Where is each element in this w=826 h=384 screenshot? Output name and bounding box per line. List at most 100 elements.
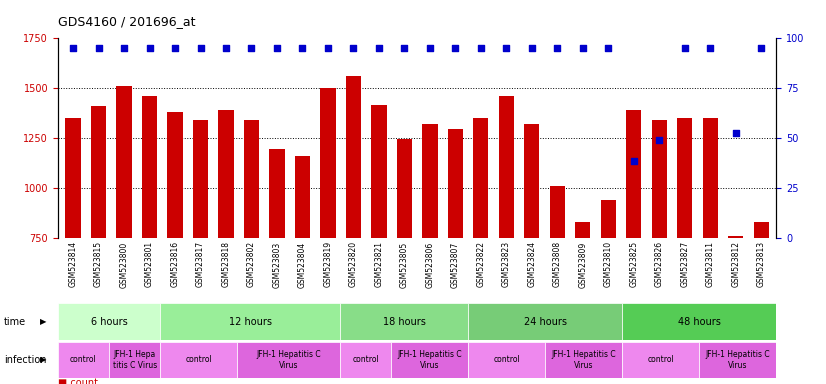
Text: GSM523826: GSM523826 [655,242,664,288]
Point [117,45,131,51]
Text: GSM523814: GSM523814 [69,242,78,288]
Point [474,45,487,51]
Text: GSM523819: GSM523819 [324,242,332,288]
Text: GSM523815: GSM523815 [94,242,103,288]
Text: control: control [186,356,212,364]
Text: 12 hours: 12 hours [229,316,272,327]
Text: JFH-1 Hepa
titis C Virus: JFH-1 Hepa titis C Virus [112,350,157,370]
Text: GSM523803: GSM523803 [273,242,282,288]
Text: GSM523827: GSM523827 [680,242,689,288]
Bar [346,76,361,384]
FancyBboxPatch shape [340,303,468,340]
Text: GSM523805: GSM523805 [400,242,409,288]
Point [729,130,743,136]
Text: control: control [648,356,674,364]
Text: GSM523804: GSM523804 [298,242,307,288]
Bar [525,124,539,384]
Point [92,45,105,51]
Point [321,45,335,51]
Text: 48 hours: 48 hours [678,316,721,327]
Text: GSM523812: GSM523812 [731,242,740,287]
Point [577,45,590,51]
Point [373,45,386,51]
Point [754,45,767,51]
Point [551,45,564,51]
Point [220,45,233,51]
Text: infection: infection [4,355,46,365]
Bar [91,106,107,384]
FancyBboxPatch shape [238,342,340,378]
Bar [448,129,463,384]
Point [704,45,717,51]
FancyBboxPatch shape [623,342,700,378]
Text: GSM523802: GSM523802 [247,242,256,288]
Text: ▶: ▶ [40,317,46,326]
Point [67,45,80,51]
Text: control: control [353,356,379,364]
Bar [728,236,743,384]
Text: GSM523808: GSM523808 [553,242,562,288]
Text: GSM523806: GSM523806 [425,242,434,288]
Text: GSM523811: GSM523811 [705,242,714,287]
Point [525,45,539,51]
Text: GSM523813: GSM523813 [757,242,766,288]
Bar [703,118,718,384]
Text: control: control [494,356,520,364]
Text: ■ count: ■ count [58,378,97,384]
Text: GSM523824: GSM523824 [527,242,536,288]
Text: time: time [4,316,26,327]
FancyBboxPatch shape [392,342,468,378]
Bar [549,186,565,384]
Text: GSM523825: GSM523825 [629,242,638,288]
Point [194,45,207,51]
FancyBboxPatch shape [58,342,109,378]
Point [601,45,615,51]
Text: GSM523822: GSM523822 [477,242,486,287]
Bar [295,156,310,384]
Point [347,45,360,51]
FancyBboxPatch shape [700,342,776,378]
Bar [116,86,131,384]
Point [449,45,462,51]
Bar [575,222,591,384]
Point [653,137,666,143]
Bar [269,149,285,384]
Text: control: control [70,356,97,364]
FancyBboxPatch shape [58,303,160,340]
Text: JFH-1 Hepatitis C
Virus: JFH-1 Hepatitis C Virus [705,350,771,370]
Point [398,45,411,51]
FancyBboxPatch shape [468,342,545,378]
Bar [499,96,514,384]
Text: 6 hours: 6 hours [91,316,127,327]
Point [143,45,156,51]
Text: GSM523801: GSM523801 [145,242,154,288]
Bar [753,222,769,384]
Text: 18 hours: 18 hours [383,316,425,327]
Bar [320,88,335,384]
FancyBboxPatch shape [623,303,776,340]
Bar [652,120,667,384]
Text: GSM523810: GSM523810 [604,242,613,288]
Text: GDS4160 / 201696_at: GDS4160 / 201696_at [58,15,195,28]
Text: GSM523817: GSM523817 [196,242,205,288]
Text: GSM523820: GSM523820 [349,242,358,288]
Point [627,158,640,164]
Text: 24 hours: 24 hours [524,316,567,327]
Text: GSM523816: GSM523816 [170,242,179,288]
Bar [396,139,412,384]
Bar [65,118,81,384]
Bar [677,118,692,384]
FancyBboxPatch shape [109,342,160,378]
Point [500,45,513,51]
Point [296,45,309,51]
Bar [626,110,641,384]
FancyBboxPatch shape [545,342,623,378]
Bar [168,112,183,384]
Text: GSM523821: GSM523821 [374,242,383,287]
Point [169,45,182,51]
Bar [142,96,157,384]
Text: JFH-1 Hepatitis C
Virus: JFH-1 Hepatitis C Virus [257,350,321,370]
Bar [473,118,488,384]
Bar [601,200,616,384]
FancyBboxPatch shape [468,303,623,340]
